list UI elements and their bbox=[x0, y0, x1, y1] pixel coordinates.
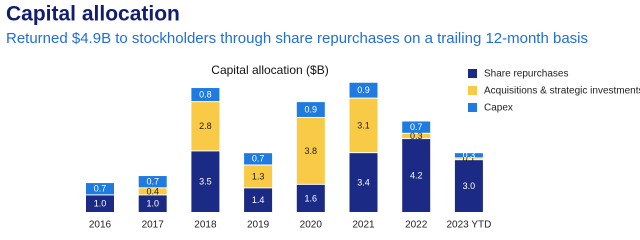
data-label: 0.7 bbox=[410, 122, 423, 132]
bar-segment bbox=[454, 153, 483, 158]
data-label: 1.6 bbox=[305, 193, 318, 203]
data-label: 0.7 bbox=[146, 177, 159, 187]
x-tick-label: 2021 bbox=[352, 220, 375, 231]
bar-segment bbox=[349, 98, 378, 153]
bar-segment bbox=[402, 133, 431, 139]
bar-segment bbox=[349, 153, 378, 212]
data-label: 0.8 bbox=[199, 89, 212, 99]
bar-segment bbox=[454, 158, 483, 160]
data-label: 0.3 bbox=[410, 131, 423, 141]
legend-swatch bbox=[468, 69, 477, 78]
x-tick-label: 2023 YTD bbox=[446, 220, 491, 231]
x-tick-label: 2016 bbox=[89, 220, 112, 231]
data-label: 0.9 bbox=[357, 85, 370, 95]
page-subtitle: Returned $4.9B to stockholders through s… bbox=[6, 30, 588, 47]
x-tick-label: 2018 bbox=[194, 220, 217, 231]
data-label: 1.4 bbox=[252, 195, 265, 205]
x-tick-label: 2022 bbox=[405, 220, 428, 231]
chart: Capital allocation Returned $4.9B to sto… bbox=[6, 3, 640, 231]
data-label: 0.4 bbox=[146, 186, 159, 196]
data-label: 0.7 bbox=[94, 184, 107, 194]
data-label: 3.5 bbox=[199, 177, 212, 187]
legend-label: Acquisitions & strategic investments bbox=[484, 86, 640, 97]
data-label: 1.0 bbox=[146, 199, 159, 209]
bar-segment bbox=[349, 82, 378, 98]
data-label: 0.3 bbox=[463, 150, 476, 160]
data-label: 1.3 bbox=[252, 171, 265, 181]
bar-segment bbox=[191, 102, 220, 151]
bar-segment bbox=[191, 88, 220, 102]
legend-swatch bbox=[468, 86, 477, 95]
bar-segment bbox=[138, 195, 167, 212]
data-label: 0.9 bbox=[305, 104, 318, 114]
data-label: 1.0 bbox=[94, 199, 107, 209]
bar-segment bbox=[138, 176, 167, 188]
data-label: 4.2 bbox=[410, 170, 423, 180]
bar-segment bbox=[191, 151, 220, 212]
bar-segment bbox=[86, 195, 114, 212]
page-title: Capital allocation bbox=[6, 3, 180, 26]
bar-segment bbox=[402, 121, 431, 133]
x-tick-label: 2017 bbox=[142, 220, 165, 231]
bar-segment bbox=[296, 102, 325, 117]
bar-segment bbox=[244, 188, 273, 212]
legend-label: Capex bbox=[484, 103, 513, 114]
data-label: 2.8 bbox=[199, 121, 212, 131]
page: Capital allocation Returned $4.9B to sto… bbox=[6, 2, 640, 231]
legend-label: Share repurchases bbox=[484, 69, 569, 80]
data-label: 3.0 bbox=[463, 181, 476, 191]
data-label: 3.4 bbox=[357, 177, 370, 187]
x-tick-label: 2019 bbox=[247, 220, 270, 231]
x-tick-label: 2020 bbox=[300, 220, 323, 231]
data-label: 0.7 bbox=[252, 154, 265, 164]
bar-segment bbox=[402, 139, 431, 212]
legend-swatch bbox=[468, 103, 477, 112]
bar-segment bbox=[138, 188, 167, 195]
bar-segment bbox=[296, 184, 325, 212]
data-label: 3.8 bbox=[305, 146, 318, 156]
bar-segment bbox=[86, 183, 114, 195]
data-label: 3.1 bbox=[357, 120, 370, 130]
chart-title: Capital allocation ($B) bbox=[211, 63, 328, 77]
data-label: 0.1 bbox=[463, 154, 476, 164]
bar-segment bbox=[454, 160, 483, 212]
bar-segment bbox=[244, 165, 273, 188]
bar-segment bbox=[296, 117, 325, 184]
bar-segment bbox=[244, 153, 273, 165]
